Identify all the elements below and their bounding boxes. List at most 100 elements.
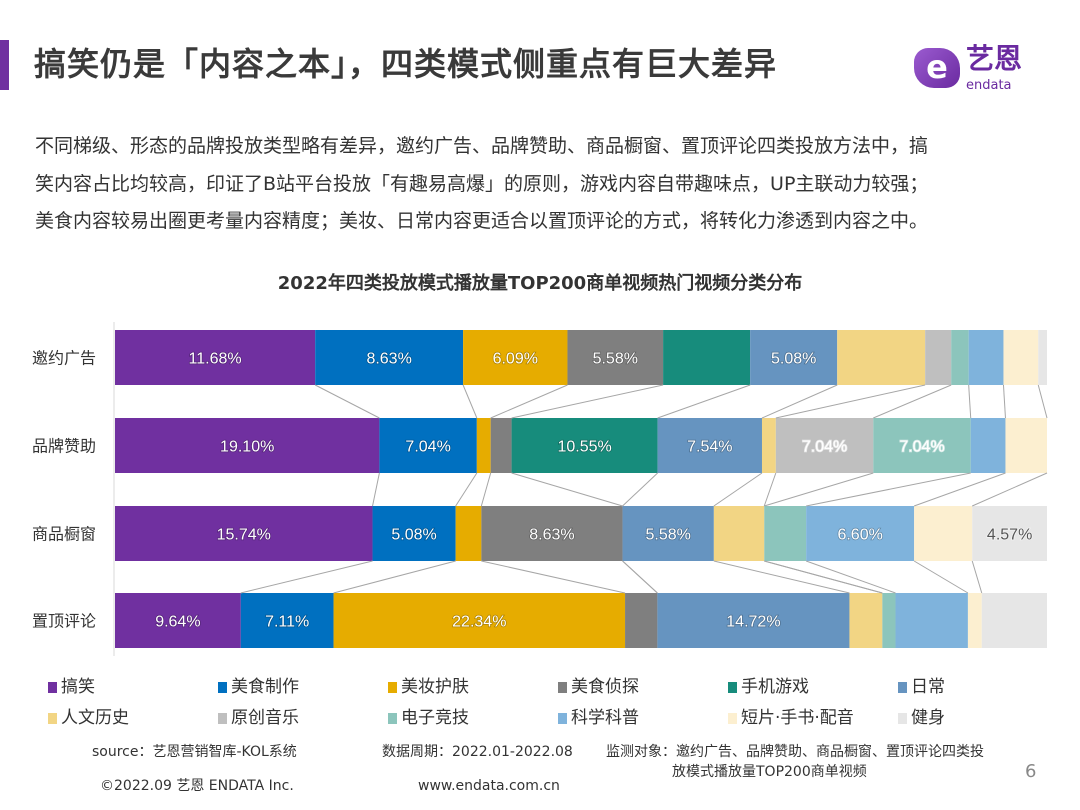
bar-segment (476, 418, 491, 473)
bar-segment (750, 330, 838, 385)
legend-label: 科学科普 (571, 708, 639, 728)
connector-line (490, 384, 568, 419)
connector-line (511, 384, 664, 419)
data-label: 5.58% (593, 351, 638, 368)
data-label: 5.58% (646, 527, 691, 544)
connector-line (622, 560, 658, 594)
bar-segment (914, 506, 973, 561)
legend-swatch (728, 713, 737, 724)
legend-item: 日常 (898, 676, 945, 698)
data-period: 数据周期：2022.01-2022.08 (382, 744, 573, 760)
legend-swatch (218, 682, 227, 693)
legend-label: 电子竞技 (401, 708, 469, 728)
connector-line (972, 472, 1048, 507)
data-label: 9.64% (155, 614, 200, 631)
bar-segment (372, 506, 456, 561)
legend-swatch (558, 713, 567, 724)
bar-segment (713, 506, 765, 561)
connector-line (372, 472, 380, 507)
bar-segment (625, 593, 658, 648)
data-label: 22.34% (452, 614, 506, 631)
legend-label: 原创音乐 (231, 708, 299, 728)
connector-line (657, 384, 751, 419)
connector-line (462, 384, 478, 419)
legend-item: 科学科普 (558, 707, 639, 729)
legend-swatch (898, 713, 907, 724)
legend-label: 美食制作 (231, 677, 299, 697)
bar-segment (567, 330, 664, 385)
connector-line (240, 560, 373, 594)
connector-line (763, 472, 777, 507)
legend-item: 美妆护肤 (388, 676, 469, 698)
legend-item: 人文历史 (48, 707, 129, 729)
category-label: 置顶评论 (32, 612, 96, 631)
bar-segment (764, 506, 807, 561)
connector-line (713, 472, 763, 507)
connector-line (1002, 384, 1006, 419)
connector-line (971, 560, 983, 594)
bar-segment (895, 593, 968, 648)
logo-cn-text: 艺恩 (966, 42, 1023, 75)
description-line: 美食内容较易出圈更考量内容精度；美妆、日常内容更适合以置顶评论的方式，将转化力渗… (35, 210, 929, 232)
website-link[interactable]: www.endata.com.cn (418, 778, 560, 794)
legend-swatch (388, 713, 397, 724)
bar-segment (115, 593, 241, 648)
legend-label: 手机游戏 (741, 677, 809, 697)
chart-title: 2022年四类投放模式播放量TOP200商单视频热门视频分类分布 (277, 273, 803, 294)
bar-segment (1038, 330, 1047, 385)
connector-line (806, 472, 971, 507)
category-label: 邀约广告 (32, 349, 96, 368)
data-label: 7.04% (899, 439, 944, 456)
bar-segment (967, 593, 982, 648)
connector-line (622, 472, 658, 507)
stacked-bar-chart: 邀约广告 11.68% 8.63% 6.09% 5.58% 5.08% 品牌赞助 19.10%… (32, 322, 1048, 656)
connector-line (511, 472, 623, 507)
bar-segment (970, 418, 1006, 473)
bar-segment (837, 330, 926, 385)
legend-label: 美食侦探 (571, 677, 639, 697)
legend-swatch (728, 682, 737, 693)
legend-swatch (558, 682, 567, 693)
legend-label: 短片·手书·配音 (741, 708, 854, 728)
legend-label: 人文历史 (61, 708, 129, 728)
connector-line (913, 472, 1006, 507)
bar-segment (463, 330, 568, 385)
legend-swatch (48, 682, 57, 693)
bar-segment (455, 506, 482, 561)
data-label: 4.57% (987, 527, 1032, 544)
bar-segment (333, 593, 626, 648)
connector-line (480, 472, 492, 507)
legend-label: 搞笑 (61, 677, 95, 697)
connector-line (805, 560, 896, 594)
data-label: 5.08% (771, 351, 816, 368)
bar-segment (622, 506, 714, 561)
endata-logo: e 艺恩 endata (912, 44, 1042, 96)
bar-segment (115, 330, 316, 385)
connector-line (873, 384, 952, 419)
legend-item: 搞笑 (48, 676, 95, 698)
logo-en-text: endata (966, 78, 1012, 93)
connector-line (764, 472, 874, 507)
connector-line (764, 560, 883, 594)
logo-e-icon: e (914, 48, 960, 88)
bar-segment (925, 330, 952, 385)
bar-segment (873, 418, 971, 473)
data-label: 7.04% (405, 439, 450, 456)
page-title: 搞笑仍是「内容之本」，四类模式侧重点有巨大差异 (34, 45, 778, 83)
bar-segment (761, 418, 776, 473)
legend-item: 手机游戏 (728, 676, 809, 698)
data-label: 10.55% (557, 439, 611, 456)
data-label: 11.68% (189, 351, 242, 368)
description: 不同梯级、形态的品牌投放类型略有差异，邀约广告、品牌赞助、商品橱窗、置顶评论四类… (35, 128, 1045, 241)
legend-label: 日常 (911, 677, 945, 697)
legend-swatch (48, 713, 57, 724)
data-label: 8.63% (366, 351, 411, 368)
legend-item: 电子竞技 (388, 707, 469, 729)
data-label: 19.10% (220, 439, 274, 456)
category-label: 商品橱窗 (32, 525, 96, 544)
bar-segment (657, 593, 850, 648)
category-label: 品牌赞助 (32, 437, 96, 456)
bar-segment (882, 593, 896, 648)
connector-line (913, 560, 969, 594)
connector-line (314, 384, 380, 419)
